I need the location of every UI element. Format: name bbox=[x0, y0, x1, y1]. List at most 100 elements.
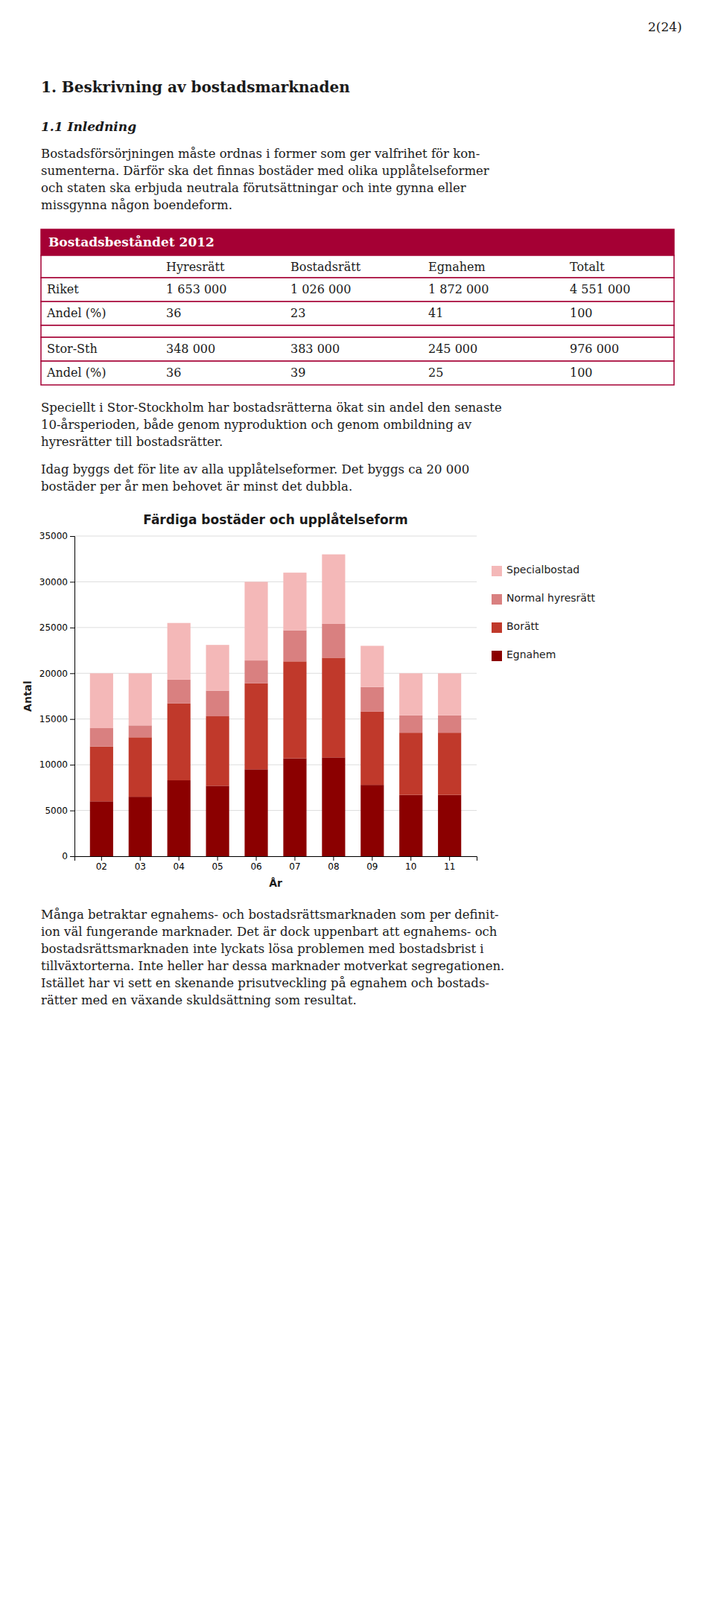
chart-title: Färdiga bostäder och upplåtelseform bbox=[143, 511, 408, 528]
table-row bbox=[40, 337, 675, 362]
table-cell: 4 551 000 bbox=[569, 282, 631, 297]
bar bbox=[283, 572, 307, 631]
paragraph-line: rätter med en växande skuldsättning som … bbox=[40, 993, 357, 1008]
x-tick-label: 10 bbox=[405, 861, 417, 873]
bar bbox=[321, 554, 345, 625]
bar bbox=[90, 801, 114, 857]
x-tick-mark bbox=[371, 856, 373, 861]
y-tick-label: 10000 bbox=[39, 759, 68, 771]
table-row bbox=[40, 301, 675, 326]
bar bbox=[399, 795, 423, 857]
bar bbox=[206, 716, 230, 786]
table-row bbox=[40, 277, 675, 302]
grid-line bbox=[74, 627, 477, 628]
table-header-row bbox=[40, 255, 675, 278]
bar bbox=[360, 712, 384, 786]
bar bbox=[283, 758, 307, 857]
y-tick: 10000 bbox=[39, 759, 75, 771]
bar bbox=[128, 737, 152, 797]
paragraph: Många betraktar egnahems- och bostadsrät… bbox=[40, 907, 505, 1008]
bar bbox=[90, 747, 114, 803]
page-number: 2(24) bbox=[647, 19, 683, 35]
x-tick-mark bbox=[256, 856, 257, 861]
legend-swatch bbox=[491, 566, 502, 577]
paragraph-line: tillväxtorterna. Inte heller har dessa m… bbox=[40, 959, 505, 974]
x-tick: 09 bbox=[366, 856, 378, 873]
bar bbox=[244, 769, 268, 857]
series bbox=[90, 657, 462, 802]
table-header-cell: Egnahem bbox=[428, 259, 486, 275]
bar bbox=[244, 660, 268, 684]
bar bbox=[244, 683, 268, 770]
series bbox=[90, 624, 462, 748]
table-cell: 1 872 000 bbox=[428, 282, 489, 297]
table-row bbox=[40, 361, 675, 386]
series bbox=[90, 554, 462, 729]
table-cell: 25 bbox=[428, 365, 444, 380]
paragraph-line: ion väl fungerande marknader. Det är doc… bbox=[40, 925, 498, 940]
bar bbox=[90, 728, 114, 748]
bar bbox=[244, 581, 268, 661]
x-tick-mark bbox=[332, 856, 334, 861]
y-tick-mark bbox=[70, 856, 75, 858]
y-tick-mark bbox=[70, 627, 75, 629]
bar bbox=[128, 725, 152, 738]
bar bbox=[206, 691, 230, 717]
x-tick: 11 bbox=[443, 856, 456, 873]
bar bbox=[399, 732, 423, 796]
bar bbox=[399, 673, 423, 716]
grid-line bbox=[74, 536, 477, 537]
x-tick: 07 bbox=[288, 856, 301, 873]
y-tick-mark bbox=[70, 581, 75, 583]
x-tick-mark bbox=[101, 856, 103, 861]
grid bbox=[74, 536, 477, 857]
bar bbox=[399, 715, 423, 733]
section-title: 1. Beskrivning av bostadsmarknaden bbox=[40, 78, 351, 97]
table-cell: 1 653 000 bbox=[166, 282, 227, 297]
bar bbox=[283, 630, 307, 663]
table-cell: 976 000 bbox=[569, 341, 619, 357]
table-cell: Stor-Sth bbox=[46, 341, 98, 357]
bar bbox=[167, 703, 191, 781]
paragraph-line: Bostadsförsörjningen måste ordnas i form… bbox=[40, 146, 480, 161]
legend-label: Egnahem bbox=[506, 648, 556, 661]
y-tick-label: 15000 bbox=[39, 714, 68, 725]
paragraph-line: sumenterna. Därför ska det finnas bostäd… bbox=[40, 163, 490, 179]
bar bbox=[360, 645, 384, 687]
y-tick: 5000 bbox=[44, 805, 75, 817]
bar bbox=[437, 715, 462, 733]
table-cell: Andel (%) bbox=[46, 365, 106, 380]
table-cell: 23 bbox=[290, 306, 306, 321]
x-tick-mark bbox=[217, 856, 219, 861]
chart: 0500010000150002000025000300003500002030… bbox=[21, 511, 596, 891]
x-tick-mark bbox=[449, 856, 450, 861]
table-cell: 41 bbox=[428, 306, 444, 321]
y-tick: 25000 bbox=[39, 622, 75, 634]
table-title: Bostadsbeståndet 2012 bbox=[48, 234, 215, 250]
y-axis: 05000100001500020000250003000035000 bbox=[39, 531, 76, 862]
x-tick-mark bbox=[410, 856, 412, 861]
x-tick: 06 bbox=[250, 856, 262, 873]
table-cell: Andel (%) bbox=[46, 306, 106, 321]
bar bbox=[321, 757, 345, 857]
x-tick-label: 11 bbox=[443, 861, 456, 873]
x-tick-label: 02 bbox=[96, 861, 108, 873]
bar bbox=[206, 644, 230, 691]
bar bbox=[167, 623, 191, 680]
y-tick: 0 bbox=[61, 851, 75, 862]
x-tick-label: 03 bbox=[134, 861, 146, 873]
paragraph-line: Idag byggs det för lite av alla upplåtel… bbox=[40, 462, 470, 477]
legend: SpecialbostadNormal hyresrättBorättEgnah… bbox=[491, 563, 596, 662]
paragraph: Speciellt i Stor-Stockholm har bostadsrä… bbox=[40, 400, 502, 450]
y-axis-line bbox=[70, 536, 76, 858]
bar bbox=[167, 679, 191, 704]
x-tick-label: 09 bbox=[366, 861, 378, 873]
table-cell: 36 bbox=[166, 365, 181, 380]
table-cell: 100 bbox=[569, 306, 593, 321]
bar bbox=[437, 673, 462, 716]
y-tick-mark bbox=[70, 811, 75, 812]
x-axis-line bbox=[75, 857, 478, 862]
bar bbox=[206, 785, 230, 857]
table-cell: 383 000 bbox=[290, 341, 340, 357]
y-tick-label: 35000 bbox=[39, 531, 68, 542]
